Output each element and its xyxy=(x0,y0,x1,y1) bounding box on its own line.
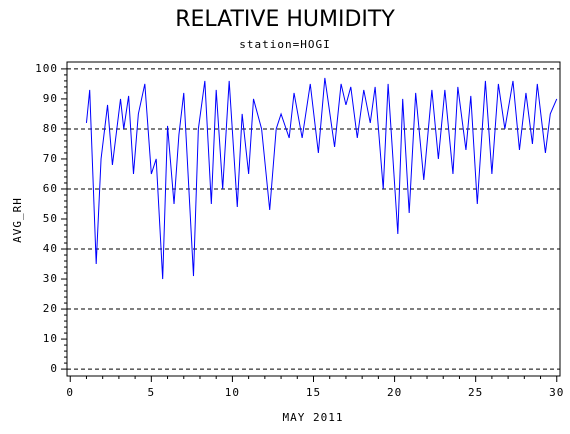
y-tick-label: 40 xyxy=(43,242,58,255)
data-line xyxy=(85,77,558,280)
x-tick-label: 0 xyxy=(66,386,74,399)
y-tick-label: 80 xyxy=(43,122,58,135)
x-tick-label: 20 xyxy=(387,386,402,399)
y-tick-label: 70 xyxy=(43,152,58,165)
x-axis-label: MAY 2011 xyxy=(283,411,344,424)
y-tick-label: 60 xyxy=(43,182,58,195)
x-tick-label: 25 xyxy=(468,386,483,399)
y-tick-label: 0 xyxy=(50,362,58,375)
y-tick-label: 50 xyxy=(43,212,58,225)
y-tick-label: 100 xyxy=(35,62,58,75)
x-tick-label: 5 xyxy=(148,386,156,399)
chart-title: RELATIVE HUMIDITY xyxy=(175,7,395,32)
y-tick-label: 20 xyxy=(43,302,58,315)
y-tick-label: 30 xyxy=(43,272,58,285)
y-tick-label: 10 xyxy=(43,332,58,345)
y-tick-label: 90 xyxy=(43,92,58,105)
x-tick-label: 30 xyxy=(549,386,564,399)
y-axis-label: AVG_RH xyxy=(11,197,24,243)
x-tick-label: 15 xyxy=(306,386,321,399)
x-tick-label: 10 xyxy=(225,386,240,399)
chart-subtitle: station=HOGI xyxy=(239,38,330,51)
